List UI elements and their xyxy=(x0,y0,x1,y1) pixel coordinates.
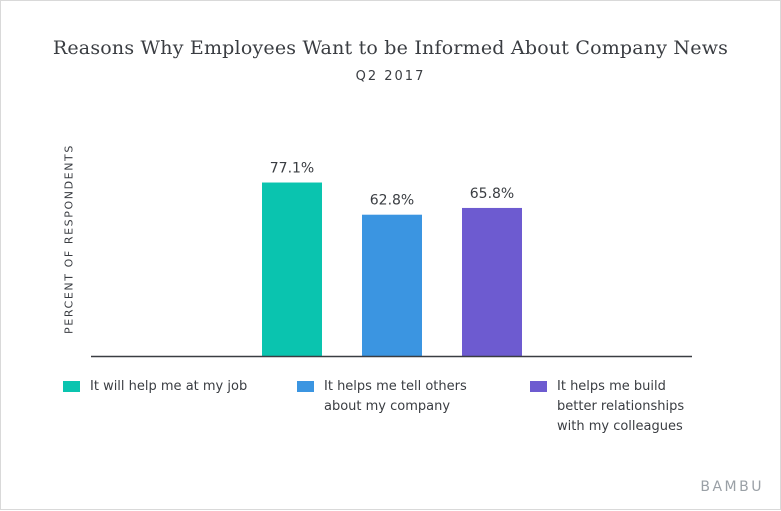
legend-item-relationships: It helps me build better relationships w… xyxy=(530,377,684,437)
legend-label: It will help me at my job xyxy=(90,377,247,397)
legend-label: It helps me build better relationships w… xyxy=(557,377,684,437)
data-label-3: 65.8% xyxy=(470,186,514,202)
legend-label-line: It will help me at my job xyxy=(90,379,248,394)
chart-subtitle: Q2 2017 xyxy=(355,69,426,84)
legend-label-line: It helps me tell others xyxy=(324,379,467,394)
bar-2 xyxy=(362,214,422,356)
legend-item-tell-others: It helps me tell others about my company xyxy=(297,377,467,417)
data-label-1: 77.1% xyxy=(270,161,314,177)
legend-swatch xyxy=(297,381,314,392)
bar-1 xyxy=(262,182,322,356)
data-label-2: 62.8% xyxy=(370,193,414,209)
legend-item-job: It will help me at my job xyxy=(63,377,247,397)
chart-title: Reasons Why Employees Want to be Informe… xyxy=(52,37,729,59)
legend-label-line: It helps me build xyxy=(557,379,666,394)
legend-label-line: with my colleagues xyxy=(557,419,683,434)
legend-label-line: about my company xyxy=(324,399,451,414)
brand-logo: BAMBU xyxy=(700,479,764,495)
legend-swatch xyxy=(63,381,80,392)
legend-label-line: better relationships xyxy=(557,399,685,414)
bar-3 xyxy=(462,207,522,356)
legend-swatch xyxy=(530,381,547,392)
legend-label: It helps me tell others about my company xyxy=(324,377,467,417)
